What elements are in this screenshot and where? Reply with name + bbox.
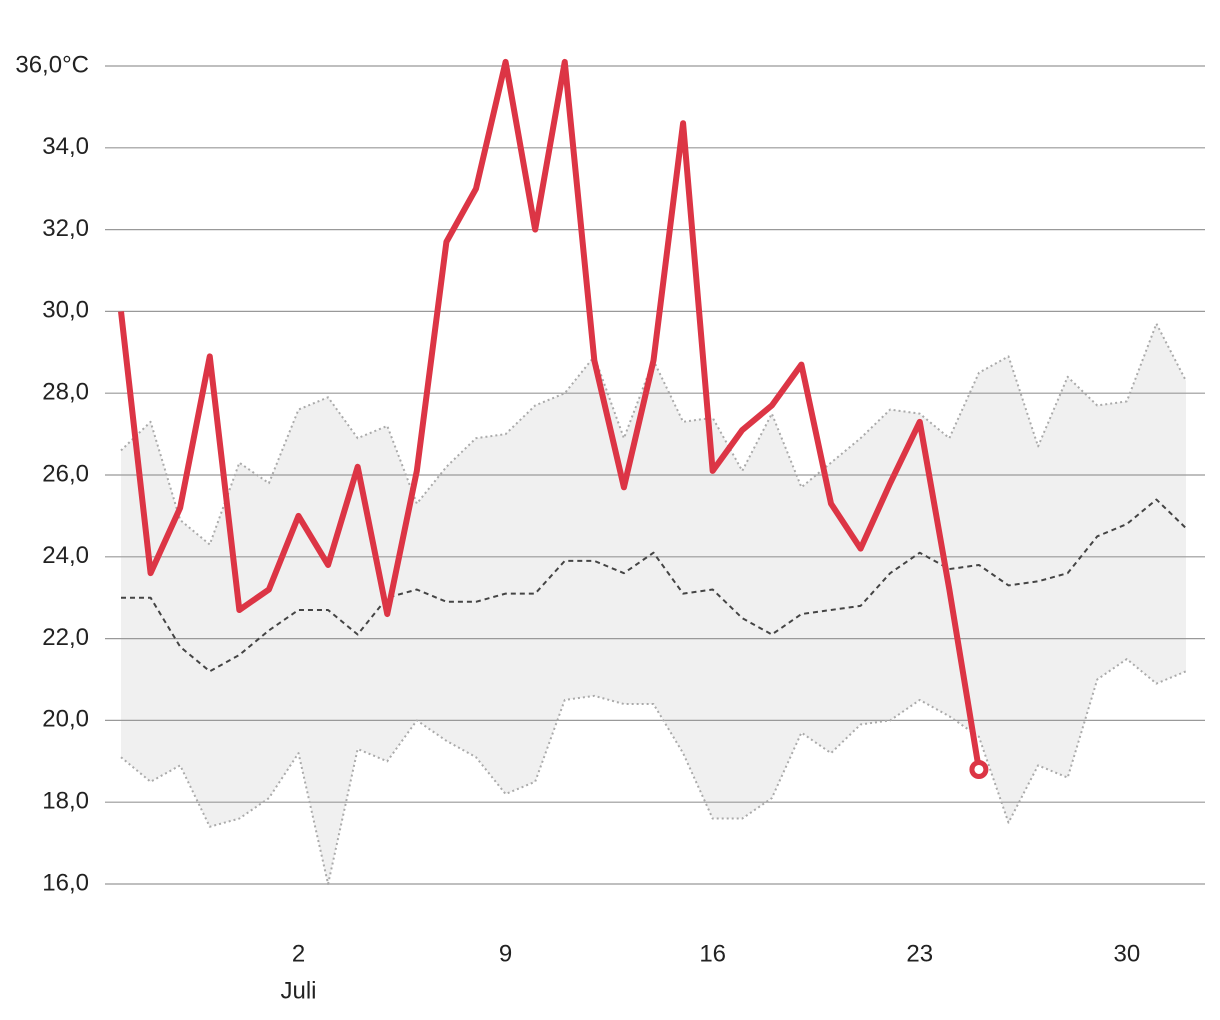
end-marker [969,759,989,779]
series-line [121,498,1187,673]
y-tick-label: 24,0 [42,542,89,569]
x-tick-label: 30 [1113,940,1140,967]
x-tick-label: 2 [292,940,305,967]
y-tick-label: 26,0 [42,460,89,487]
y-tick-label: 16,0 [42,869,89,896]
x-tick-label: 16 [699,940,726,967]
x-tick-label: 23 [906,940,933,967]
y-tick-label: 22,0 [42,624,89,651]
series-line [120,658,1187,885]
y-tick-label: 34,0 [42,133,89,160]
y-tick-label: 30,0 [42,297,89,324]
band-fill [121,323,1186,884]
y-tick-label: 28,0 [42,379,89,406]
month-label: Juli [280,977,316,1004]
y-tick-label: 20,0 [42,706,89,733]
y-tick-label: 36,0°C [15,51,89,78]
x-tick-label: 9 [499,940,512,967]
y-tick-label: 18,0 [42,788,89,815]
y-tick-label: 32,0 [42,215,89,242]
series-line [118,58,982,770]
